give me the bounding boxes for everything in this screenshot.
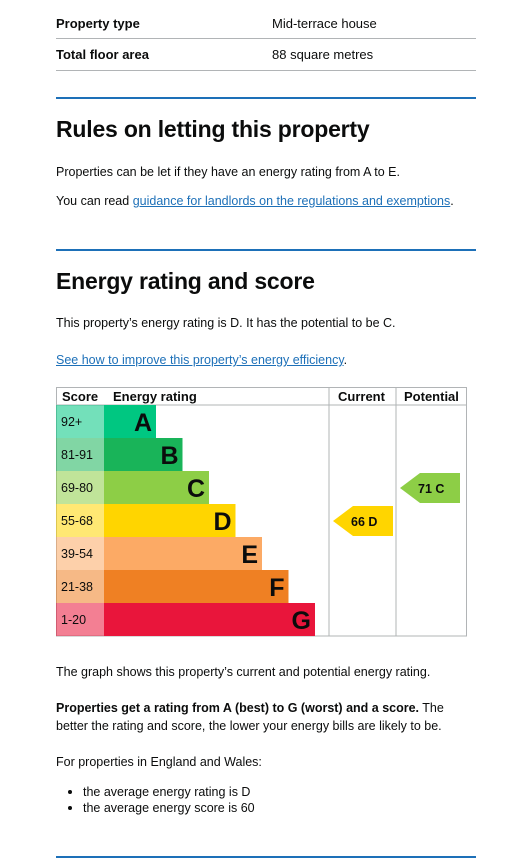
guidance-prefix: You can read bbox=[56, 194, 133, 208]
energy-text: This property’s energy rating is D. It h… bbox=[56, 316, 396, 330]
band-letter-d: D bbox=[213, 508, 231, 536]
band-letter-e: E bbox=[241, 541, 258, 569]
current-rating-label: 66 D bbox=[351, 515, 377, 529]
energy-heading: Energy rating and score bbox=[56, 268, 315, 294]
band-range-f: 21-38 bbox=[61, 580, 93, 594]
band-range-d: 55-68 bbox=[61, 514, 93, 528]
band-score-cell-b bbox=[56, 438, 104, 471]
band-letter-c: C bbox=[187, 475, 205, 503]
band-score-cell-f bbox=[56, 570, 104, 603]
band-score-cell-e bbox=[56, 537, 104, 570]
band-score-cell-a bbox=[56, 405, 104, 438]
band-bar-e bbox=[104, 537, 262, 570]
england-wales-intro: For properties in England and Wales: bbox=[56, 755, 262, 769]
summary-key: Property type bbox=[56, 15, 140, 31]
current-rating-arrow bbox=[333, 506, 393, 536]
band-score-cell-d bbox=[56, 504, 104, 537]
energy-rating-header: Energy rating bbox=[113, 389, 197, 404]
rules-heading: Rules on letting this property bbox=[56, 116, 370, 142]
improve-paragraph: See how to improve this property’s energ… bbox=[56, 351, 476, 369]
summary-row-floor-area: Total floor area 88 square metres bbox=[56, 39, 476, 71]
band-bar-f bbox=[104, 570, 289, 603]
band-letter-g: G bbox=[292, 607, 311, 635]
band-letter-a: A bbox=[134, 409, 152, 437]
band-bar-b bbox=[104, 438, 183, 471]
property-summary: Property type Mid-terrace house Total fl… bbox=[56, 8, 476, 71]
summary-key: Total floor area bbox=[56, 47, 149, 62]
band-bar-a bbox=[104, 405, 156, 438]
band-score-cell-c bbox=[56, 471, 104, 504]
rating-explanation-rest: The better the rating and score, the low… bbox=[56, 701, 444, 733]
band-score-cell-g bbox=[56, 603, 104, 636]
guidance-suffix: . bbox=[450, 194, 454, 208]
band-bar-g bbox=[104, 603, 315, 636]
potential-header: Potential bbox=[404, 389, 459, 404]
band-range-a: 92+ bbox=[61, 415, 82, 429]
band-range-b: 81-91 bbox=[61, 448, 93, 462]
band-bar-d bbox=[104, 504, 236, 537]
guidance-link[interactable]: guidance for landlords on the regulation… bbox=[132, 194, 451, 208]
graph-description: The graph shows this property’s current … bbox=[56, 665, 431, 679]
score-header: Score bbox=[62, 389, 98, 404]
list-item: the average energy score is 60 bbox=[66, 800, 255, 816]
improve-suffix: . bbox=[343, 353, 348, 367]
summary-value: Mid-terrace house bbox=[272, 15, 377, 31]
band-range-c: 69-80 bbox=[61, 481, 93, 495]
summary-value: 88 square metres bbox=[272, 47, 374, 62]
guidance-paragraph: You can read guidance for landlords on t… bbox=[56, 192, 476, 210]
current-header: Current bbox=[338, 389, 386, 404]
band-bar-c bbox=[104, 471, 209, 504]
rating-explanation-bold: Properties get a rating from A (best) to… bbox=[56, 701, 420, 715]
energy-rating-graph: Score Energy rating Current Potential 92+ A 81… bbox=[56, 387, 467, 637]
band-range-g: 1-20 bbox=[61, 613, 86, 627]
section-divider bbox=[56, 856, 476, 858]
rules-text: Properties can be let if they have an en… bbox=[56, 165, 400, 179]
band-range-e: 39-54 bbox=[61, 547, 93, 561]
section-divider bbox=[56, 97, 476, 99]
band-letter-f: F bbox=[269, 574, 284, 602]
improve-link[interactable]: See how to improve this property’s energ… bbox=[56, 353, 344, 367]
rating-explanation: Properties get a rating from A (best) to… bbox=[56, 699, 476, 735]
averages-list: the average energy rating is D the avera… bbox=[66, 784, 255, 816]
summary-row-property-type: Property type Mid-terrace house bbox=[56, 8, 476, 39]
section-divider bbox=[56, 249, 476, 251]
potential-rating-label: 71 C bbox=[418, 482, 444, 496]
list-item: the average energy rating is D bbox=[66, 784, 255, 800]
potential-rating-arrow bbox=[400, 473, 460, 503]
band-letter-b: B bbox=[160, 442, 178, 470]
